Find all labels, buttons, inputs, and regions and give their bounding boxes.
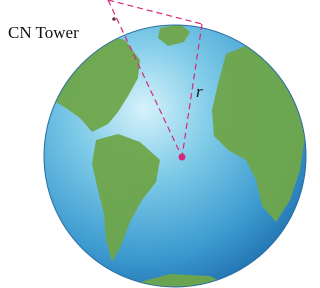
tangent-line	[108, 0, 202, 24]
center-point	[179, 154, 186, 161]
diagram: CN Tower r	[0, 0, 314, 288]
tower-point	[112, 17, 116, 21]
page: CN Tower r (() => { const data = JSON.pa…	[0, 0, 320, 288]
radius-label: r	[196, 82, 203, 101]
tower-label: CN Tower	[8, 23, 79, 42]
